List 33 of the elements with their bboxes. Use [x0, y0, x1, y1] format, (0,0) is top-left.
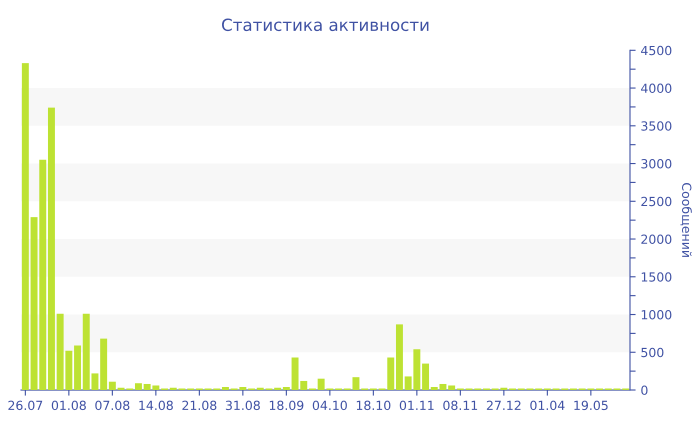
x-tick-label: 26.07 [8, 400, 42, 410]
bar [430, 386, 438, 390]
y-tick-label: 3500 [641, 121, 672, 131]
x-tick-label: 01.11 [400, 400, 434, 410]
y-tick-label: 1000 [642, 310, 672, 320]
y-tick-label: 0 [641, 385, 648, 395]
bar [387, 358, 394, 390]
bar [300, 380, 308, 390]
x-tick-label: 04.10 [312, 400, 347, 410]
x-tick-label: 27.12 [486, 400, 520, 410]
y-tick-label: 2000 [641, 234, 672, 244]
bar [82, 314, 90, 390]
x-tick-label: 01.04 [530, 400, 565, 410]
x-tick-label: 08.11 [443, 400, 478, 410]
y-tick-label: 3000 [641, 159, 672, 168]
y-tick-label: 4500 [641, 46, 672, 56]
x-tick-label: 18.09 [270, 400, 304, 410]
x-tick-label: 07.08 [95, 400, 130, 410]
x-tick-label: 31.08 [226, 400, 260, 410]
y-axis-title: Сообщений [680, 183, 692, 257]
y-tick-label: 500 [641, 348, 664, 358]
x-tick-label: 21.08 [182, 400, 216, 410]
y-tick-label: 4000 [641, 84, 672, 93]
x-tick-label: 01.08 [52, 400, 86, 410]
x-tick-label: 19.05 [574, 400, 608, 410]
y-tick-label: 2500 [641, 196, 672, 206]
chart-title: Статистика активности [222, 18, 428, 32]
x-tick-label: 14.08 [139, 400, 173, 410]
y-tick-label: 1500 [642, 272, 672, 282]
bar [39, 160, 46, 390]
x-tick-label: 18.10 [356, 400, 390, 410]
bar [170, 388, 177, 390]
bar [256, 388, 264, 390]
